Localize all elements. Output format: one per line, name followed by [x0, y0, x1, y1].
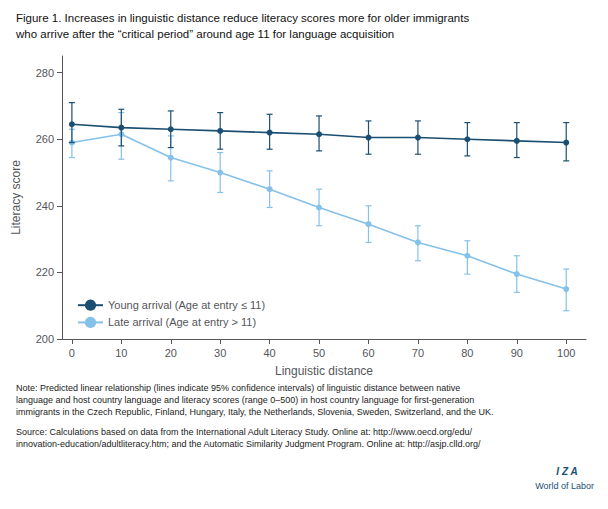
svg-text:Linguistic distance: Linguistic distance	[275, 364, 373, 378]
svg-text:I Z A: I Z A	[556, 466, 577, 477]
svg-text:Literacy score: Literacy score	[9, 160, 23, 235]
svg-text:70: 70	[412, 347, 424, 359]
svg-text:260: 260	[36, 133, 54, 145]
svg-text:language and host country lang: language and host country language and l…	[16, 395, 474, 405]
svg-text:280: 280	[36, 67, 54, 79]
svg-text:20: 20	[165, 347, 177, 359]
svg-text:immigrants in the Czech Republ: immigrants in the Czech Republic, Finlan…	[16, 407, 493, 417]
svg-text:Note: Predicted linear relatio: Note: Predicted linear relationship (lin…	[16, 383, 460, 393]
svg-text:60: 60	[362, 347, 374, 359]
svg-text:100: 100	[557, 347, 575, 359]
svg-text:220: 220	[36, 266, 54, 278]
svg-text:80: 80	[461, 347, 473, 359]
svg-text:World of Labor: World of Labor	[535, 481, 594, 491]
svg-text:90: 90	[511, 347, 523, 359]
svg-text:Figure 1. Increases in linguis: Figure 1. Increases in linguistic distan…	[16, 12, 469, 24]
svg-text:40: 40	[263, 347, 275, 359]
svg-text:200: 200	[36, 333, 54, 345]
svg-text:Late arrival (Age at entry > 1: Late arrival (Age at entry > 11)	[108, 316, 256, 328]
svg-text:innovation-education/adultlite: innovation-education/adultliteracy.htm; …	[16, 439, 481, 449]
svg-text:10: 10	[115, 347, 127, 359]
svg-text:0: 0	[69, 347, 75, 359]
svg-text:Source: Calculations based on: Source: Calculations based on data from …	[16, 427, 473, 437]
svg-text:who arrive after the “critical: who arrive after the “critical period” a…	[15, 28, 394, 40]
svg-text:240: 240	[36, 200, 54, 212]
svg-text:Young arrival (Age at entry ≤: Young arrival (Age at entry ≤ 11)	[108, 299, 265, 311]
svg-text:30: 30	[214, 347, 226, 359]
svg-text:50: 50	[313, 347, 325, 359]
